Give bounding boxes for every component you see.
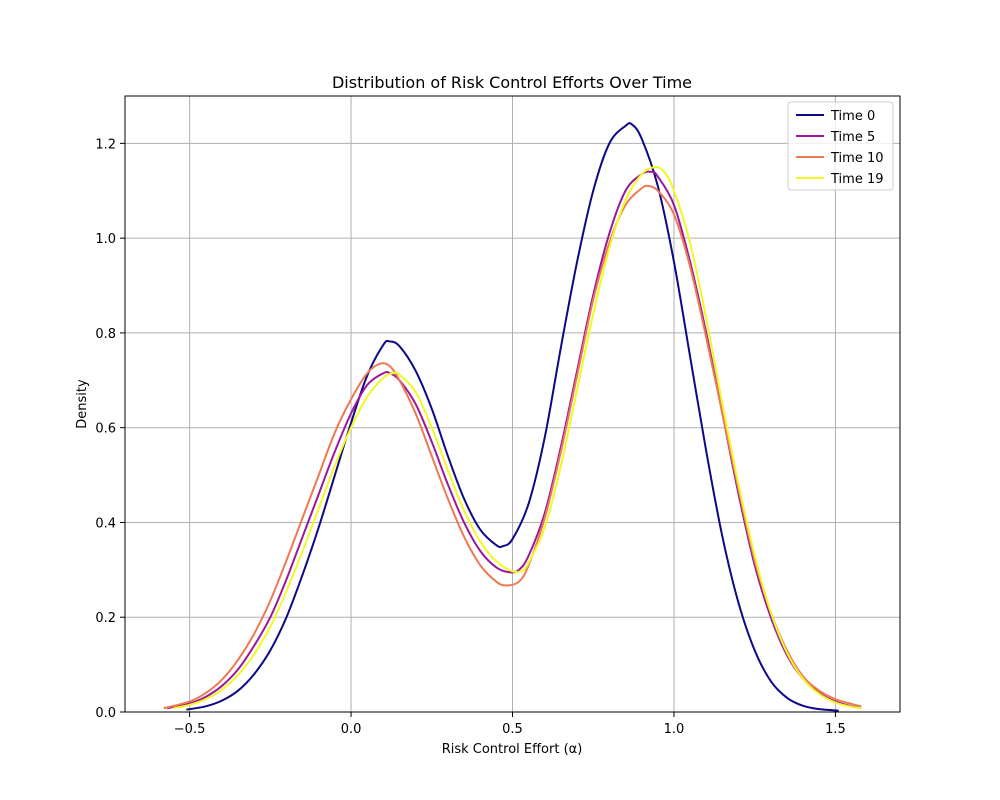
x-tick-label: −0.5 bbox=[174, 722, 206, 737]
legend-label: Time 10 bbox=[830, 151, 884, 166]
y-tick-label: 1.2 bbox=[95, 137, 116, 152]
legend-box bbox=[787, 101, 894, 191]
y-tick-label: 0.4 bbox=[95, 516, 116, 531]
legend-label: Time 5 bbox=[830, 130, 875, 145]
series-line-0 bbox=[186, 122, 839, 712]
y-tick-label: 0.6 bbox=[95, 422, 116, 437]
y-axis-label: Density bbox=[75, 379, 90, 429]
x-tick-label: 1.5 bbox=[825, 722, 846, 737]
x-tick-label: 0.0 bbox=[341, 722, 362, 737]
grid bbox=[125, 96, 900, 713]
y-tick-label: 0.0 bbox=[95, 706, 116, 721]
chart-title: Distribution of Risk Control Efforts Ove… bbox=[332, 73, 692, 92]
y-tick-label: 0.8 bbox=[95, 327, 116, 342]
x-tick-label: 1.0 bbox=[664, 722, 685, 737]
legend-label: Time 0 bbox=[830, 109, 875, 124]
x-axis-label: Risk Control Effort (α) bbox=[442, 742, 583, 757]
series-line-1 bbox=[166, 170, 862, 710]
ticks: −0.5 0.0 0.5 1.0 1.5 0.0 0.2 0.4 0.6 0.8 1.0 1.2 bbox=[95, 137, 845, 737]
y-tick-label: 1.0 bbox=[95, 232, 116, 247]
legend: Time 0 Time 5 Time 10 Time 19 bbox=[787, 101, 894, 191]
series-layer bbox=[163, 122, 862, 712]
series-line-3 bbox=[173, 166, 862, 710]
y-tick-label: 0.2 bbox=[95, 611, 116, 626]
x-tick-label: 0.5 bbox=[502, 722, 523, 737]
legend-label: Time 19 bbox=[830, 172, 884, 187]
